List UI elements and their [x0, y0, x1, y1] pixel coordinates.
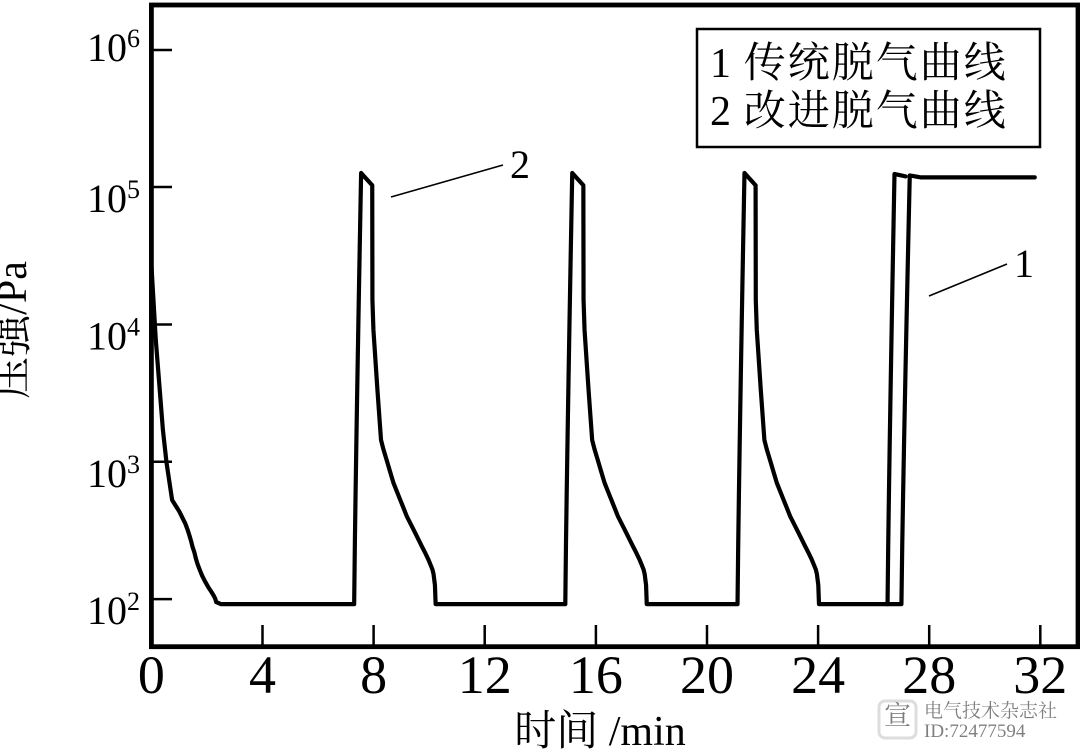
svg-text:宣: 宣: [884, 701, 911, 731]
svg-text:12: 12: [458, 645, 512, 705]
svg-text:103: 103: [87, 450, 140, 496]
svg-text:8: 8: [360, 645, 387, 705]
svg-text:20: 20: [680, 645, 734, 705]
svg-text:1: 1: [1014, 241, 1034, 286]
svg-text:24: 24: [791, 645, 845, 705]
svg-text:压强/Pa: 压强/Pa: [0, 261, 36, 399]
svg-text:28: 28: [902, 645, 956, 705]
svg-text:32: 32: [1013, 645, 1067, 705]
svg-text:102: 102: [87, 587, 140, 633]
svg-text:105: 105: [87, 175, 140, 221]
svg-text:ID:72477594: ID:72477594: [924, 721, 1026, 742]
svg-text:0: 0: [138, 645, 165, 705]
svg-text:106: 106: [87, 24, 140, 70]
svg-text:16: 16: [569, 645, 623, 705]
svg-text:2: 2: [510, 142, 530, 187]
svg-text:4: 4: [249, 645, 276, 705]
svg-text:时间 /min: 时间 /min: [514, 709, 686, 754]
svg-text:2 改进脱气曲线: 2 改进脱气曲线: [710, 78, 1008, 138]
svg-text:104: 104: [87, 313, 140, 359]
